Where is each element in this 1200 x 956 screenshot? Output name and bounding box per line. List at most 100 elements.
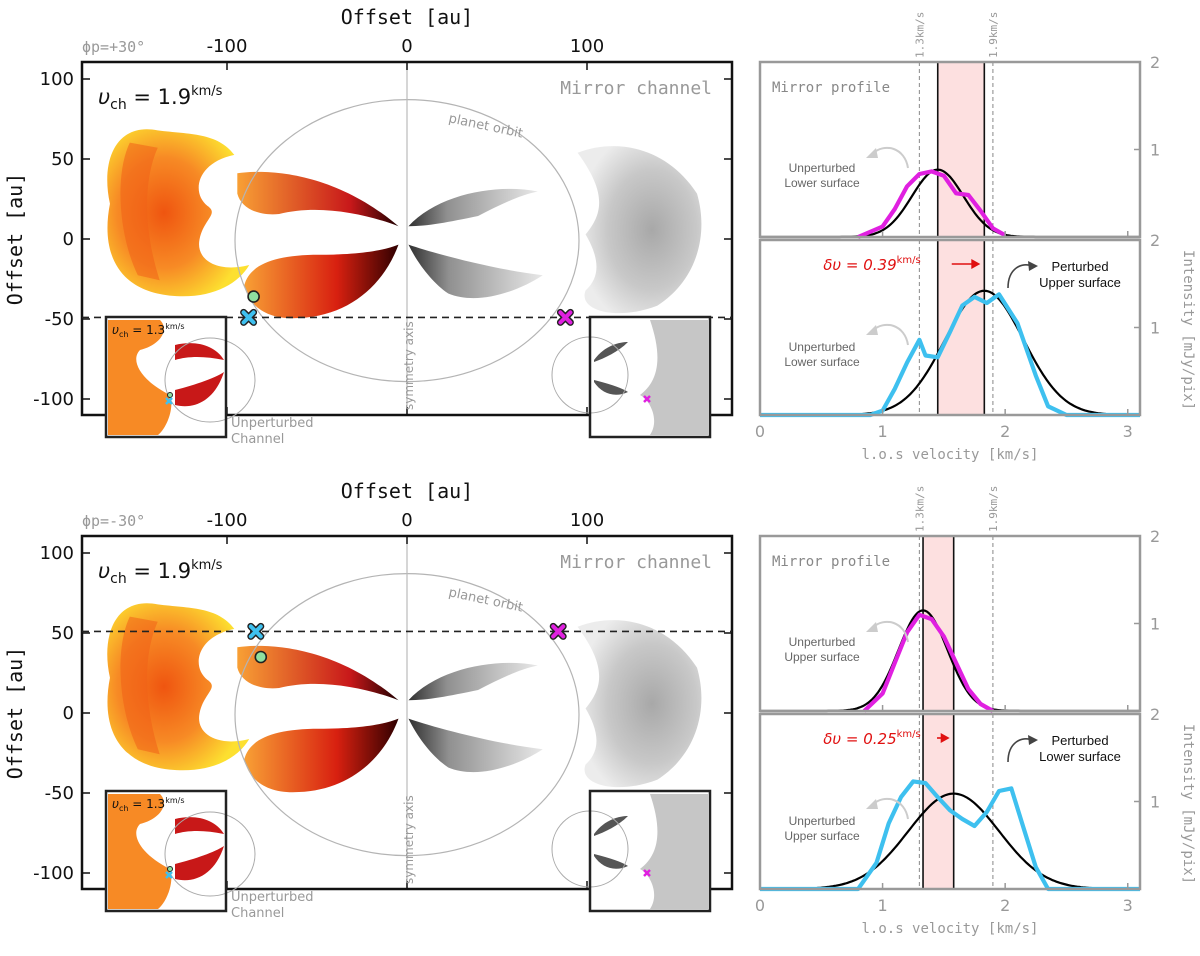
inset-mirror-frame [588, 789, 712, 913]
symmetry-axis-label: symmetry axis [402, 795, 416, 884]
mirror-channel-label: Mirror channel [560, 552, 712, 573]
profile-xtick-label: 2 [1000, 896, 1010, 915]
profile-xtick-label: 3 [1123, 896, 1133, 915]
profile-ytick-label: 1 [1150, 319, 1160, 338]
inset-emission-top [175, 343, 224, 360]
inset-unperturbed: υch = 1.3km/s [104, 315, 256, 439]
mirror-annotation-line-2: Lower surface [784, 176, 860, 190]
map-xtick-label: 0 [401, 510, 412, 531]
map-xtick-label: 0 [401, 36, 412, 57]
map-ytick-label: 50 [51, 149, 74, 170]
inset-orbit [164, 811, 256, 897]
mirror-annotation-line-1: Unperturbed [789, 635, 856, 649]
surface-circle-marker [247, 290, 260, 303]
profile-ytick-label: 2 [1150, 527, 1160, 546]
reference-velocity-label: 1.9km/s [987, 486, 1000, 532]
map-ytick-label: 100 [40, 543, 74, 564]
map-ylabel: Offset [au] [3, 647, 27, 779]
velocity-shift-band [923, 536, 954, 711]
mirror-profile-line [857, 169, 1007, 239]
mirror-cross-marker-stroke [558, 310, 573, 325]
lower-annotation-line-1: Unperturbed [789, 814, 856, 828]
profile-xtick-label: 1 [877, 896, 887, 915]
profile-xtick-label: 2 [1000, 422, 1010, 441]
mirror-cross-marker [549, 622, 567, 640]
reference-velocity-label: 1.3km/s [913, 486, 926, 532]
perturbed-annotation-arrowhead [1028, 735, 1038, 745]
profile-xlabel: l.o.s velocity [km/s] [861, 447, 1038, 463]
inset-emission [108, 320, 172, 435]
perturbed-cross-marker-stroke [241, 310, 256, 325]
velocity-shift-label: δυ = 0.25km/s [823, 729, 920, 748]
mirror-profile-line [862, 612, 994, 713]
mirror-annotation-arrowhead [866, 148, 878, 158]
inset-circle-marker [167, 392, 173, 398]
mirror-profile-title: Mirror profile [772, 554, 890, 570]
inset-cross-marker [165, 871, 173, 879]
perturbed-profile-line [760, 292, 1140, 418]
perturbed-cross-marker [247, 622, 265, 640]
lower-annotation-arrowhead [866, 799, 878, 809]
inset-mirror-cross [643, 869, 651, 877]
profile-xtick-label: 0 [755, 896, 765, 915]
symmetry-axis-label: symmetry axis [402, 321, 416, 410]
lower-annotation-arrowhead [866, 325, 878, 335]
map-xlabel: Offset [au] [341, 479, 473, 503]
map-ytick-label: -50 [45, 783, 74, 804]
inset-emission-bottom [175, 846, 224, 881]
mirror-cross-marker [556, 308, 574, 326]
inset-velocity-label: υch = 1.3km/s [112, 322, 185, 339]
inset-mirror-bottom [594, 854, 628, 869]
inset-unperturbed: υch = 1.3km/s [104, 789, 256, 913]
inset-mirror-top [594, 816, 628, 836]
perturbed-annotation-line-2: Upper surface [1039, 275, 1121, 290]
inset-caption-line-2: Channel [231, 906, 284, 921]
mirror-channel-label: Mirror channel [560, 78, 712, 99]
profile-ytick-label: 2 [1150, 705, 1160, 724]
inset-emission-top [175, 817, 224, 834]
panel-top: -100 0 100 100 50 0 -50 -100 Offset [au] Offset [… [3, 5, 1196, 463]
profile-xtick-label: 3 [1123, 422, 1133, 441]
inset-mirror-bottom [594, 380, 628, 395]
map-ytick-label: 100 [40, 69, 74, 90]
profile-ytick-label: 2 [1150, 231, 1160, 250]
velocity-shift-arrowhead [971, 259, 981, 269]
inset-mirror-frame [588, 315, 712, 439]
profile-top: 21 [758, 53, 1160, 239]
inset-circle-marker [167, 866, 173, 872]
map-ytick-label: -50 [45, 309, 74, 330]
perturbed-annotation-line-1: Perturbed [1051, 733, 1108, 748]
channel-velocity-label: υch = 1.9km/s [98, 84, 223, 113]
inset-cross-marker [165, 397, 173, 405]
phi-label: ϕp=+30° [82, 38, 145, 56]
mirror-annotation-line-2: Upper surface [784, 650, 860, 664]
perturbed-annotation-line-1: Perturbed [1051, 259, 1108, 274]
profile-bottom: 21 [758, 231, 1160, 418]
perturbed-cross-marker-stroke [248, 624, 263, 639]
map-xtick-label: 100 [570, 36, 604, 57]
map-xlabel: Offset [au] [341, 5, 473, 29]
channel-velocity-label: υch = 1.9km/s [98, 558, 223, 587]
inset-frame [104, 789, 228, 913]
inset-caption-line-1: Unperturbed [231, 416, 314, 431]
perturbed-cross-marker [240, 308, 258, 326]
inset-mirror [551, 315, 712, 439]
inset-velocity-label: υch = 1.3km/s [112, 796, 185, 813]
inset-caption-line-2: Channel [231, 432, 284, 447]
map-ytick-label: 0 [63, 703, 74, 724]
profile-top: 21 [758, 527, 1160, 713]
velocity-shift-band [937, 62, 985, 237]
velocity-shift-band [937, 240, 985, 415]
inset-emission [108, 794, 172, 909]
map-xtick-label: -100 [207, 36, 248, 57]
map-ytick-label: 50 [51, 623, 74, 644]
profile-bottom: 21 [758, 705, 1160, 892]
inset-mirror [551, 789, 712, 913]
inset-emission-bottom [175, 372, 224, 407]
lower-annotation-line-2: Lower surface [784, 355, 860, 369]
map-ytick-label: -100 [33, 863, 74, 884]
map-xtick-label: 100 [570, 510, 604, 531]
map-ylabel: Offset [au] [3, 173, 27, 305]
profile-ytick-label: 1 [1150, 141, 1160, 160]
